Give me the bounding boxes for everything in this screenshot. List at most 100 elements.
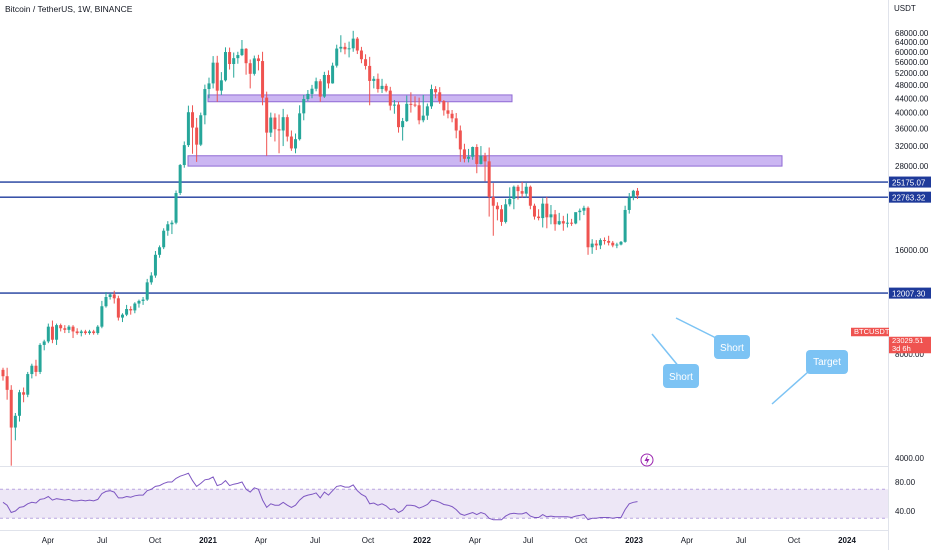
candle-body [244, 48, 248, 64]
candle-body [285, 117, 289, 137]
candle-body [553, 214, 557, 225]
candle-body [425, 106, 429, 116]
candle-body [256, 58, 260, 62]
price-tick-label: 52000.00 [895, 69, 929, 78]
candle-body [174, 193, 178, 223]
price-tick-label: 4000.00 [895, 454, 924, 463]
candle-body [248, 63, 252, 74]
candle-body [467, 156, 471, 159]
candle-body [326, 74, 330, 84]
rsi-tick-label: 40.00 [895, 507, 916, 516]
candle-body [1, 369, 5, 377]
candle-body [384, 85, 388, 91]
candle-body [347, 48, 351, 50]
candle-body [232, 58, 236, 65]
candle-body [199, 115, 203, 145]
candle-body [495, 205, 499, 210]
rsi-line [2, 472, 638, 521]
rsi-axis: 80.00 40.00 [895, 478, 916, 516]
time-tick-label: Jul [97, 536, 107, 545]
candle-body [310, 88, 314, 94]
candle-body [5, 376, 9, 390]
price-badge-label: 23029.51 [892, 336, 923, 345]
callout-arrow-short-2 [675, 317, 721, 341]
price-badge [889, 336, 931, 346]
candle-body [162, 230, 166, 248]
candle-body [359, 50, 363, 60]
candle-body [615, 244, 619, 246]
candle-body [487, 161, 491, 197]
candle-body [351, 38, 355, 49]
candle-body [55, 325, 59, 340]
candle-body [565, 222, 569, 224]
time-tick-label: Oct [362, 536, 375, 545]
candle-body [635, 190, 639, 196]
candle-body [500, 209, 504, 222]
candle-body [75, 331, 79, 334]
candle-body [335, 48, 339, 66]
candle-body [223, 52, 227, 81]
candle-body [100, 306, 104, 327]
callout-arrow-short-1 [651, 333, 681, 369]
candle-body [454, 118, 458, 131]
candle-body [265, 97, 269, 133]
candle-body [388, 90, 392, 106]
candle-body [368, 65, 372, 81]
candle-body [376, 78, 380, 90]
lightning-icon[interactable] [640, 453, 654, 467]
callout-target[interactable]: Target [806, 350, 848, 374]
candle-body [182, 145, 186, 166]
time-tick-label: 2024 [838, 536, 856, 545]
currency-label: USDT [894, 4, 916, 13]
price-badge-label: 3d 6h [892, 344, 911, 353]
resistance-zone-upper[interactable] [207, 94, 513, 103]
candle-body [504, 204, 508, 222]
price-tick-label: 48000.00 [895, 81, 929, 90]
price-tick-label: 8000.00 [895, 350, 924, 359]
candle-body [261, 61, 265, 98]
candle-body [442, 101, 446, 111]
callout-short-1[interactable]: Short [663, 364, 699, 388]
candle-body [26, 374, 30, 395]
rsi-tick-label: 80.00 [895, 478, 916, 487]
candle-body [46, 326, 50, 342]
candle-body [88, 331, 92, 334]
candle-body [491, 196, 495, 206]
candle-body [240, 48, 244, 56]
price-badge [889, 191, 931, 203]
candle-body [129, 309, 133, 311]
candle-body [401, 121, 405, 128]
candle-body [598, 240, 602, 246]
time-tick-label: Jul [310, 536, 320, 545]
price-tick-label: 60000.00 [895, 48, 929, 57]
candle-body [405, 103, 409, 122]
candle-body [269, 117, 273, 133]
candle-body [516, 186, 520, 192]
candle-body [34, 365, 38, 372]
candle-body [314, 81, 318, 89]
candle-body [421, 115, 425, 121]
candle-body [104, 296, 108, 307]
candle-body [532, 205, 536, 217]
candle-body [574, 212, 578, 224]
callout-short-2[interactable]: Short [714, 335, 750, 359]
chart-title: Bitcoin / TetherUS, 1W, BINANCE [5, 4, 133, 14]
candle-body [331, 65, 335, 84]
candle-body [446, 110, 450, 114]
price-tick-label: 28000.00 [895, 162, 929, 171]
candlestick-series [1, 30, 639, 466]
candle-body [158, 247, 162, 255]
candle-body [471, 147, 475, 157]
time-axis[interactable]: Apr Jul Oct 2021 Apr Jul Oct 2022 Apr Jul Oct 2023 A… [42, 536, 857, 545]
time-tick-label: 2022 [413, 536, 431, 545]
candle-body [302, 98, 306, 114]
candle-body [236, 55, 240, 59]
candle-body [322, 74, 326, 97]
candle-body [318, 81, 322, 97]
candle-body [83, 331, 87, 334]
price-badge-label: 22763.32 [892, 193, 926, 202]
candle-body [508, 198, 512, 205]
